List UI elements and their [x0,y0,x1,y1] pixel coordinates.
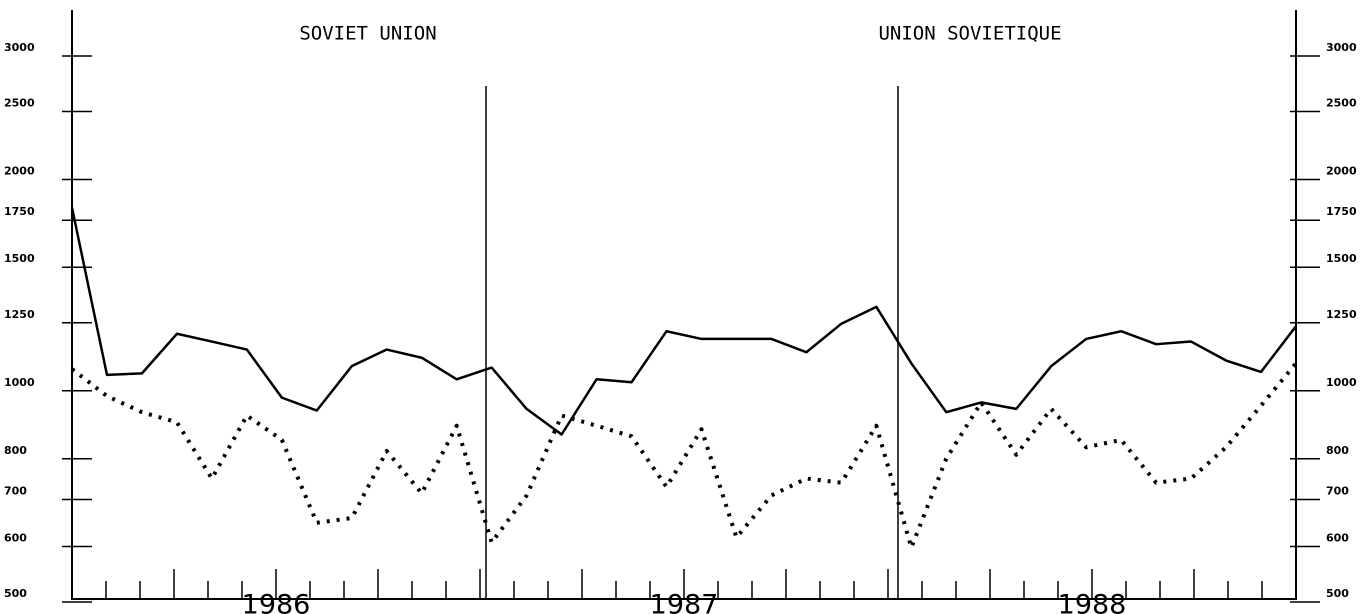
y2-tick-label: 1000 [1326,376,1357,389]
y2-tick-label: 1500 [1326,252,1357,265]
series-line [70,207,1297,436]
x-tick-label: 1988 [1058,590,1127,614]
y-tick-label: 1000 [4,376,35,389]
y2-tick-label: 1750 [1326,205,1357,218]
y-tick-label: 1250 [4,308,35,321]
chart-subtitle: UNION SOVIETIQUE [878,23,1061,45]
y-tick-label: 1750 [4,205,35,218]
dividers [485,86,899,599]
y-tick-label: 800 [4,444,27,457]
y2-tick-label: 600 [1326,531,1349,544]
y2-tick-label: 2500 [1326,97,1357,110]
y-tick-label: 2500 [4,97,35,110]
x-tick-label: 1986 [242,590,311,614]
y2-tick-label: 3000 [1326,41,1357,54]
y2-tick-label: 800 [1326,444,1349,457]
y2-tick-label: 500 [1326,587,1349,600]
series-line [70,362,1298,550]
y-tick-label: 3000 [4,41,35,54]
y-tick-label: 2000 [4,165,35,178]
y2-tick-label: 1250 [1326,308,1357,321]
y2-tick-label: 2000 [1326,165,1357,178]
axes [71,10,1297,600]
y-tick-label: 600 [4,531,27,544]
chart-title: SOVIET UNION [299,23,436,45]
y2-tick-label: 700 [1326,484,1349,497]
y-tick-label: 700 [4,484,27,497]
y-tick-label: 1500 [4,252,35,265]
x-tick-label: 1987 [650,590,719,614]
y-tick-label: 500 [4,587,27,600]
